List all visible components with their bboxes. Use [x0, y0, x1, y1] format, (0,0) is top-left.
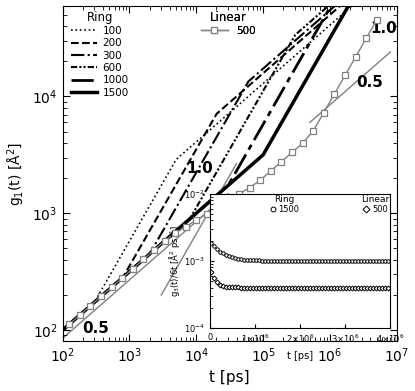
Text: 1.0: 1.0	[370, 21, 397, 36]
Y-axis label: g$_1$(t) [Å$^2$]: g$_1$(t) [Å$^2$]	[5, 142, 27, 206]
Text: 0.35: 0.35	[223, 251, 257, 265]
Text: 0.5: 0.5	[356, 75, 383, 90]
Legend: 500: 500	[201, 11, 256, 36]
X-axis label: t [ps]: t [ps]	[210, 370, 250, 386]
Text: 0.5: 0.5	[83, 321, 110, 336]
Text: 1.0: 1.0	[186, 161, 212, 176]
